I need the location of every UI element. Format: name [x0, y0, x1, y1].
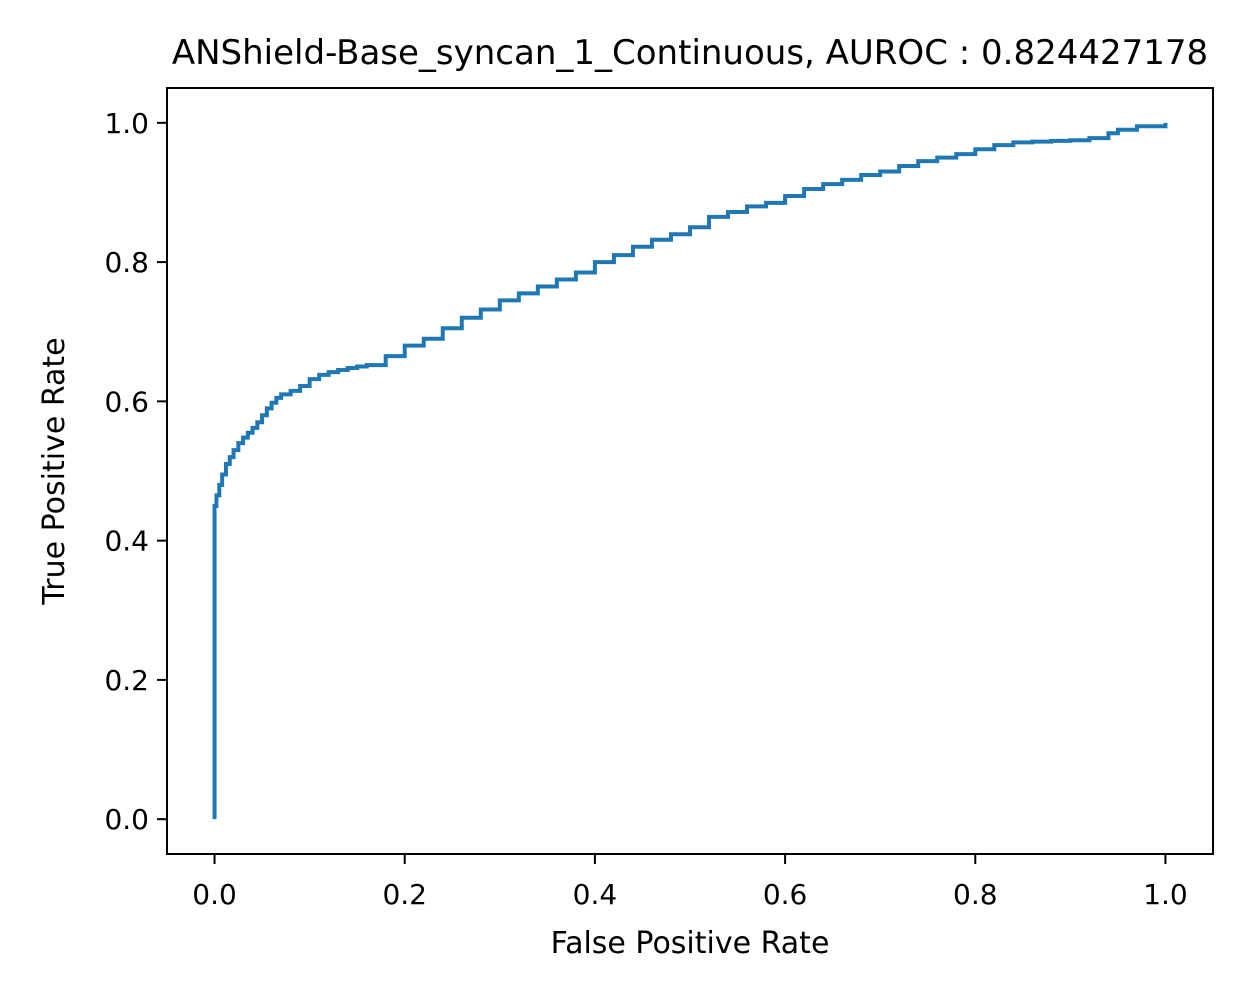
plot-frame: [166, 87, 1214, 855]
x-axis-ticks: 0.0 0.2 0.4 0.6 0.8 1.0: [192, 854, 1188, 911]
y-tick-label: 1.0: [104, 107, 149, 140]
y-tick-label: 0.2: [104, 664, 149, 697]
roc-curve-line: [212, 122, 1168, 820]
x-tick-label: 0.2: [382, 878, 427, 911]
x-axis-label: False Positive Rate: [551, 926, 830, 961]
x-tick-label: 0.8: [953, 878, 998, 911]
chart-title: ANShield-Base_syncan_1_Continuous, AUROC…: [172, 33, 1208, 73]
y-tick-label: 0.4: [104, 525, 149, 558]
y-tick-label: 0.6: [104, 385, 149, 418]
x-tick-label: 1.0: [1143, 878, 1188, 911]
plot-area: [212, 122, 1168, 820]
y-axis-ticks: 0.0 0.2 0.4 0.6 0.8 1.0: [104, 107, 167, 836]
y-tick-label: 0.8: [104, 246, 149, 279]
y-tick-label: 0.0: [104, 803, 149, 836]
y-axis-label: True Positive Rate: [37, 337, 72, 605]
x-tick-label: 0.4: [573, 878, 618, 911]
x-tick-label: 0.6: [763, 878, 808, 911]
x-tick-label: 0.0: [192, 878, 237, 911]
